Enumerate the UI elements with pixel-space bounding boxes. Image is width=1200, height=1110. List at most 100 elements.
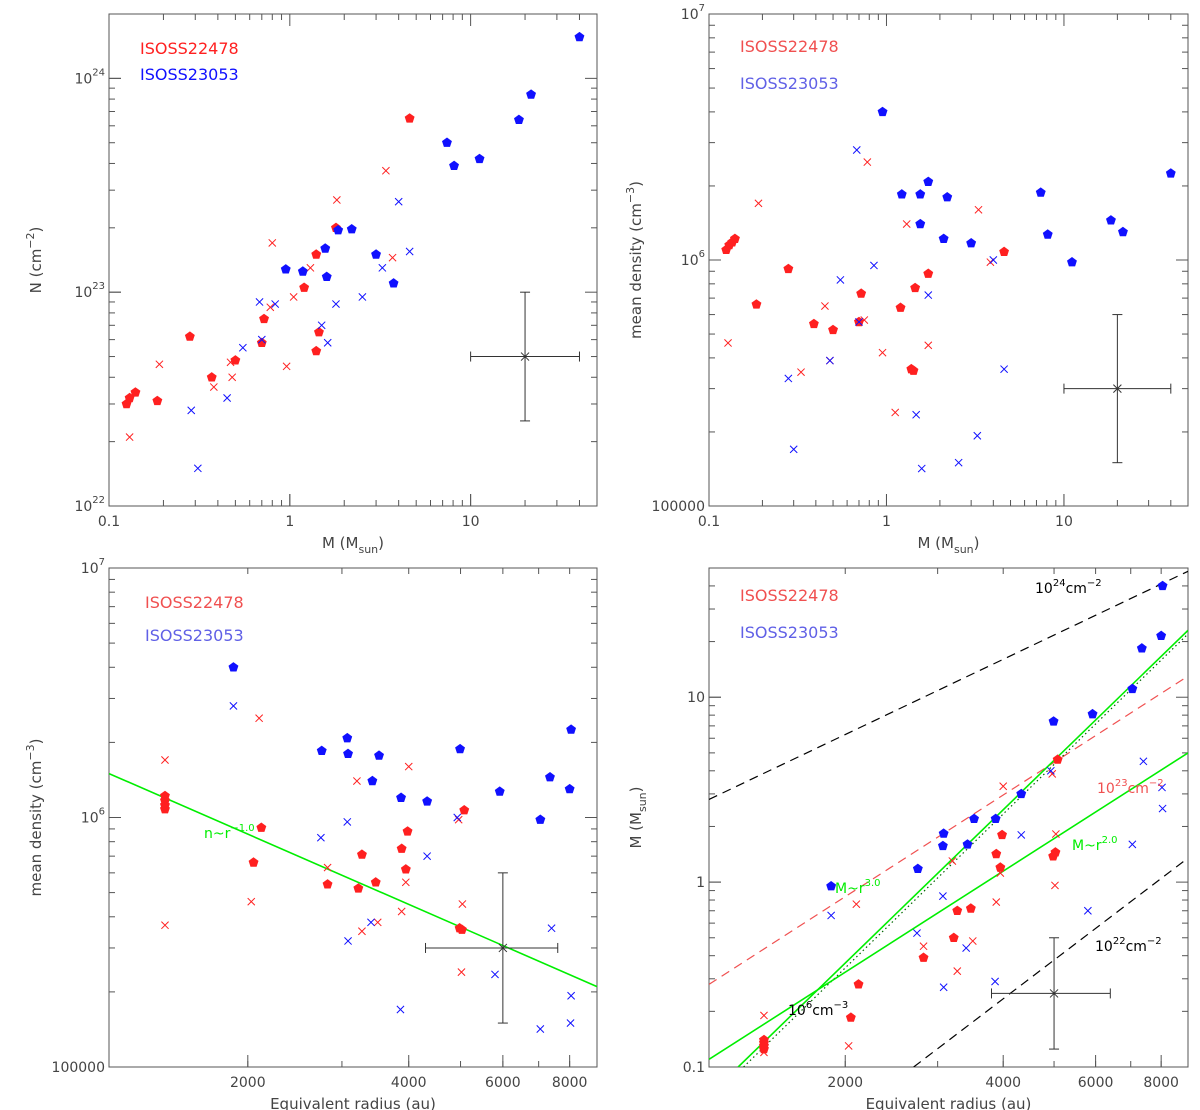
data-point-cross xyxy=(223,394,232,402)
data-point-cross xyxy=(1139,757,1148,766)
data-point-cross xyxy=(827,911,836,920)
data-point-cross xyxy=(852,900,861,909)
data-point-pentagon xyxy=(566,724,576,734)
data-point-cross xyxy=(878,348,887,357)
panel-density-vs-mass: 0.1 1 10 100000 106 107 M (Msun) mean density (… xyxy=(624,3,1189,556)
y-axis-label: M (Msun) xyxy=(627,786,649,848)
x-tick-label: 4000 xyxy=(985,1075,1021,1091)
data-point-cross xyxy=(381,166,390,175)
data-point-pentagon xyxy=(459,805,470,815)
legend-entry: ISOSS23053 xyxy=(145,626,244,645)
data-point-pentagon xyxy=(1165,168,1176,178)
data-point-cross xyxy=(332,300,340,309)
data-point-pentagon xyxy=(1035,187,1046,197)
x-tick-label: 10 xyxy=(462,514,480,530)
data-point-pentagon xyxy=(809,318,819,329)
data-point-pentagon xyxy=(826,881,837,891)
data-point-cross xyxy=(962,944,971,952)
data-point-cross xyxy=(869,261,878,270)
data-point-pentagon xyxy=(564,783,575,794)
data-point-pentagon xyxy=(1016,788,1027,799)
data-point-pentagon xyxy=(938,840,948,851)
data-point-cross xyxy=(968,937,977,946)
data-point-pentagon xyxy=(474,153,485,164)
data-point-cross xyxy=(332,195,341,204)
data-point-pentagon xyxy=(259,313,269,324)
data-point-pentagon xyxy=(130,387,141,397)
data-point-cross xyxy=(367,918,375,927)
data-point-cross xyxy=(405,247,414,256)
data-point-cross xyxy=(902,220,911,229)
data-point-pentagon xyxy=(494,786,505,796)
data-point-pentagon xyxy=(966,238,977,248)
data-point-pentagon xyxy=(442,137,452,147)
y-tick-label: 106 xyxy=(681,249,705,269)
data-point-cross xyxy=(352,777,361,785)
data-point-pentagon xyxy=(353,883,364,893)
data-point-pentagon xyxy=(895,302,906,312)
data-point-cross xyxy=(378,263,387,272)
data-point-cross xyxy=(209,383,218,392)
data-point-pentagon xyxy=(751,299,762,309)
y-tick-label: 106 xyxy=(81,807,105,827)
data-point-cross xyxy=(844,1041,853,1050)
legend-entry: ISOSS23053 xyxy=(740,623,839,642)
x-tick-label: 10 xyxy=(1055,514,1073,530)
data-point-pentagon xyxy=(402,826,413,836)
data-point-pentagon xyxy=(457,924,467,934)
data-point-pentagon xyxy=(256,337,267,347)
data-point-pentagon xyxy=(228,662,239,672)
data-point-pentagon xyxy=(1156,630,1167,640)
data-point-cross xyxy=(948,857,957,866)
data-point-cross xyxy=(247,897,256,906)
data-point-pentagon xyxy=(422,796,433,806)
data-point-pentagon xyxy=(343,748,353,758)
data-point-pentagon xyxy=(896,189,907,199)
y-tick-label: 1 xyxy=(696,875,705,891)
plot-area xyxy=(709,570,1188,1067)
data-point-pentagon xyxy=(230,355,241,365)
y-axis-label: N (cm−2) xyxy=(24,227,45,294)
data-point-cross xyxy=(491,970,499,979)
data-point-cross xyxy=(343,817,352,826)
data-point-pentagon xyxy=(320,243,331,253)
data-point-cross xyxy=(255,714,264,723)
data-point-cross xyxy=(1158,783,1166,792)
data-point-pentagon xyxy=(1157,580,1168,591)
data-point-pentagon xyxy=(1118,226,1128,237)
data-point-pentagon xyxy=(997,829,1007,840)
data-point-pentagon xyxy=(160,790,170,801)
legend-entry: ISOSS22478 xyxy=(140,39,239,58)
line-label: n~r−1.0 xyxy=(204,823,255,842)
data-point-pentagon xyxy=(1106,215,1116,225)
data-point-cross xyxy=(316,833,325,842)
y-axis-label: mean density (cm−3) xyxy=(624,181,645,339)
data-point-pentagon xyxy=(152,395,163,406)
data-point-pentagon xyxy=(316,745,327,755)
data-point-pentagon xyxy=(1050,847,1061,857)
data-point-pentagon xyxy=(1048,716,1059,726)
line-label: 1022cm−2 xyxy=(1095,936,1162,955)
data-point-cross xyxy=(454,815,463,824)
data-point-pentagon xyxy=(991,848,1002,859)
data-point-pentagon xyxy=(404,113,415,123)
data-point-cross xyxy=(992,898,1001,907)
data-point-cross xyxy=(724,339,732,347)
data-point-pentagon xyxy=(256,822,267,832)
data-point-pentagon xyxy=(856,288,867,298)
data-point-cross xyxy=(397,907,406,916)
data-point-cross xyxy=(917,464,926,473)
data-point-pentagon xyxy=(574,31,585,42)
x-tick-label: 1 xyxy=(285,514,294,530)
y-tick-label: 10 xyxy=(687,690,705,706)
data-point-pentagon xyxy=(370,877,381,887)
data-point-cross xyxy=(855,317,863,326)
data-point-pentagon xyxy=(915,189,926,199)
data-point-cross xyxy=(1128,840,1137,849)
data-point-pentagon xyxy=(184,331,195,341)
data-point-pentagon xyxy=(915,218,926,229)
data-point-cross xyxy=(989,256,998,264)
data-point-pentagon xyxy=(357,849,367,859)
data-point-cross xyxy=(282,362,291,371)
